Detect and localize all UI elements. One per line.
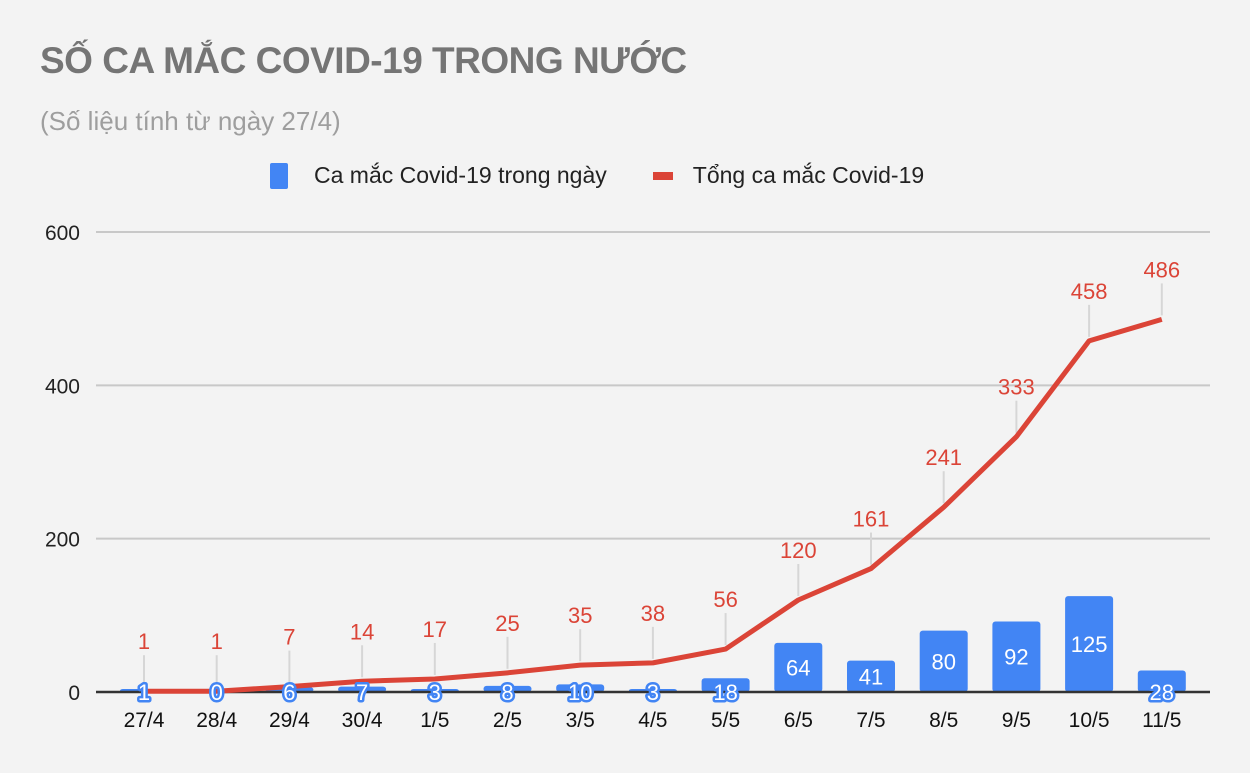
line-data-label: 17 (423, 617, 447, 642)
line-data-label: 241 (925, 445, 962, 470)
line-data-label: 161 (853, 507, 890, 532)
line-data-label: 56 (713, 587, 737, 612)
bar-data-label: 125 (1071, 632, 1108, 657)
line-data-label: 458 (1071, 279, 1108, 304)
bar-data-label: 6 (283, 680, 295, 705)
line-data-label: 333 (998, 375, 1035, 400)
x-tick-label: 5/5 (711, 709, 740, 732)
x-tick-label: 29/4 (269, 709, 310, 732)
chart-subtitle: (Số liệu tính từ ngày 27/4) (40, 106, 341, 136)
chart-legend: Ca mắc Covid-19 trong ngày Tổng ca mắc C… (270, 162, 970, 189)
line-data-label: 38 (641, 601, 665, 626)
chart-title: SỐ CA MẮC COVID-19 TRONG NƯỚC (40, 40, 687, 81)
y-tick-label: 0 (68, 682, 80, 705)
bar-daily-cases[interactable] (556, 684, 605, 692)
x-tick-label: 3/5 (566, 709, 595, 732)
legend-label: Tổng ca mắc Covid-19 (692, 162, 925, 188)
bar-data-label: 1 (138, 680, 150, 705)
bar-data-label: 28 (1150, 680, 1174, 705)
bar-daily-cases[interactable] (338, 686, 387, 692)
bar-data-label: 7 (356, 680, 368, 705)
bar-daily-cases[interactable] (483, 685, 532, 692)
line-swatch-icon (652, 171, 673, 180)
line-data-label: 120 (780, 538, 817, 563)
x-tick-label: 11/5 (1142, 709, 1181, 732)
legend-item-daily-cases[interactable]: Ca mắc Covid-19 trong ngày (270, 162, 607, 189)
x-tick-label: 7/5 (856, 709, 885, 732)
y-tick-label: 400 (45, 375, 80, 398)
line-data-label: 1 (211, 629, 223, 654)
bar-data-label: 80 (931, 649, 955, 674)
bar-daily-cases[interactable] (992, 621, 1041, 692)
line-data-label: 7 (283, 625, 295, 650)
line-data-label: 486 (1143, 257, 1180, 282)
x-tick-label: 6/5 (784, 709, 813, 732)
bar-data-label: 92 (1004, 645, 1028, 670)
legend-item-total-cases[interactable]: Tổng ca mắc Covid-19 (652, 162, 925, 189)
line-data-label: 25 (495, 611, 519, 636)
bar-data-label: 41 (859, 664, 883, 689)
bar-swatch-icon (270, 162, 288, 189)
line-data-label: 1 (138, 629, 150, 654)
bar-data-label: 64 (786, 655, 810, 680)
bar-daily-cases[interactable] (774, 642, 823, 692)
bar-daily-cases[interactable] (1137, 670, 1186, 692)
bar-daily-cases[interactable] (1065, 596, 1114, 692)
y-tick-label: 600 (45, 222, 80, 245)
line-data-label: 35 (568, 603, 592, 628)
bar-daily-cases[interactable] (919, 630, 968, 692)
bar-data-label: 8 (501, 680, 513, 705)
x-tick-label: 30/4 (342, 709, 383, 732)
bar-data-label: 0 (211, 680, 223, 705)
legend-label: Ca mắc Covid-19 trong ngày (314, 162, 607, 188)
x-tick-label: 9/5 (1002, 709, 1031, 732)
x-tick-label: 27/4 (124, 709, 165, 732)
line-data-label: 14 (350, 619, 374, 644)
bar-daily-cases[interactable] (701, 678, 750, 692)
x-tick-label: 4/5 (638, 709, 667, 732)
x-tick-label: 8/5 (929, 709, 958, 732)
y-tick-label: 200 (45, 529, 80, 552)
x-tick-label: 2/5 (493, 709, 522, 732)
x-tick-label: 10/5 (1069, 709, 1110, 732)
bar-data-label: 3 (429, 680, 441, 705)
bar-data-label: 18 (713, 680, 737, 705)
bar-daily-cases[interactable] (847, 660, 895, 692)
x-tick-label: 1/5 (420, 709, 449, 732)
line-total-cases[interactable] (144, 317, 1163, 694)
bar-data-label: 3 (647, 680, 659, 705)
x-tick-label: 28/4 (196, 709, 237, 732)
bar-data-label: 10 (568, 680, 592, 705)
